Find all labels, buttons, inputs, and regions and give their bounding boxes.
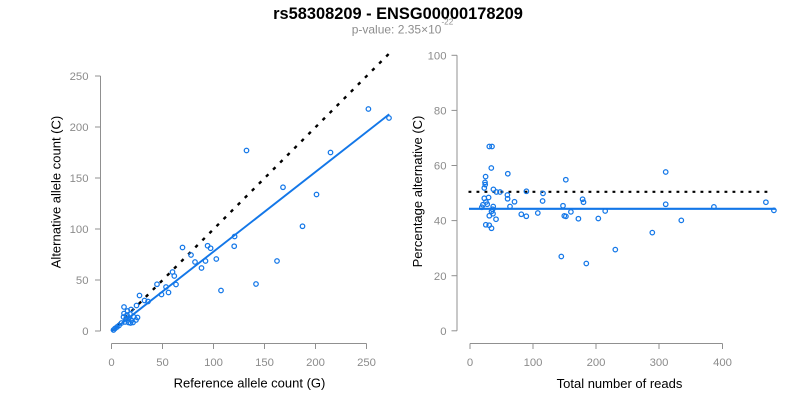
svg-text:Reference allele count (G): Reference allele count (G)	[174, 376, 326, 391]
svg-text:100: 100	[70, 224, 89, 236]
svg-text:60: 60	[434, 161, 447, 173]
svg-text:Total number of reads: Total number of reads	[557, 376, 683, 391]
svg-text:250: 250	[70, 71, 89, 83]
svg-text:p-value: 2.35×10-22: p-value: 2.35×10-22	[352, 18, 454, 37]
svg-text:400: 400	[713, 357, 732, 369]
svg-text:100: 100	[524, 357, 543, 369]
svg-text:0: 0	[440, 326, 446, 338]
svg-text:300: 300	[650, 357, 669, 369]
svg-text:0: 0	[467, 357, 473, 369]
svg-text:0: 0	[82, 326, 88, 338]
svg-text:250: 250	[357, 357, 376, 369]
svg-text:50: 50	[156, 357, 169, 369]
svg-text:Percentage alternative (C): Percentage alternative (C)	[410, 116, 425, 268]
svg-text:80: 80	[434, 106, 447, 118]
svg-text:200: 200	[306, 357, 325, 369]
svg-text:200: 200	[587, 357, 606, 369]
svg-text:150: 150	[255, 357, 274, 369]
svg-text:200: 200	[70, 122, 89, 134]
svg-text:Alternative allele count (C): Alternative allele count (C)	[48, 116, 63, 268]
svg-text:20: 20	[434, 271, 447, 283]
svg-text:150: 150	[70, 173, 89, 185]
svg-text:100: 100	[204, 357, 223, 369]
svg-text:50: 50	[76, 275, 89, 287]
svg-text:0: 0	[108, 357, 114, 369]
svg-text:rs58308209 - ENSG00000178209: rs58308209 - ENSG00000178209	[273, 5, 523, 23]
svg-text:40: 40	[434, 216, 447, 228]
svg-text:100: 100	[428, 50, 447, 62]
